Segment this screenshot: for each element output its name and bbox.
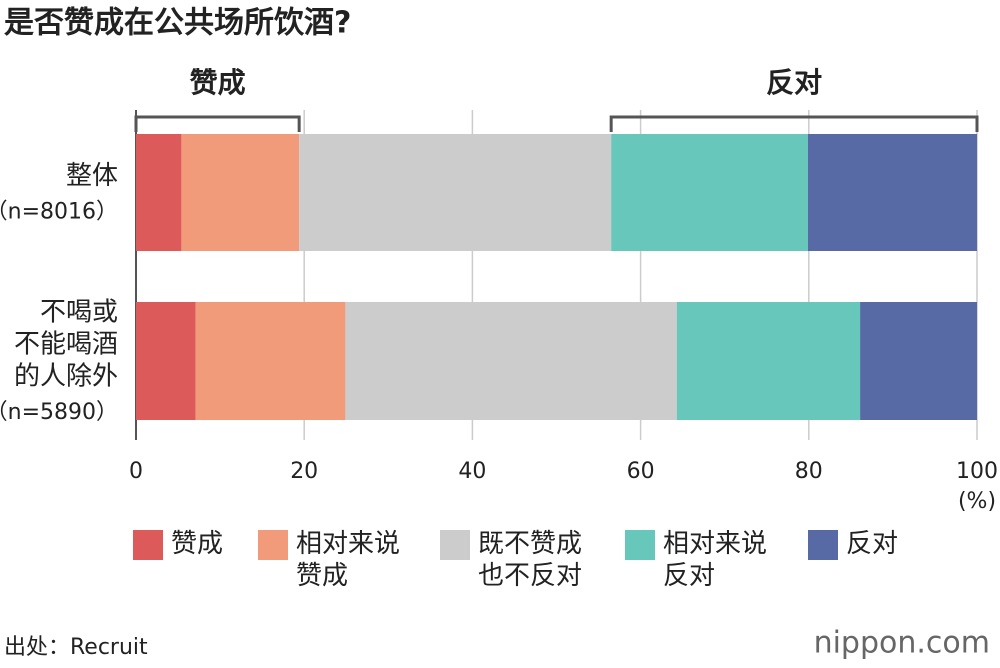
bar-segment bbox=[345, 302, 677, 420]
bar-segment bbox=[611, 134, 808, 251]
bar-segment bbox=[181, 134, 300, 251]
category-label: （n=8016） bbox=[0, 200, 118, 225]
legend-label: 相对来说反对 bbox=[663, 529, 768, 591]
legend-label: 相对来说赞成 bbox=[296, 529, 401, 591]
bar-segment bbox=[860, 302, 977, 420]
legend-label: 既不赞成也不反对 bbox=[478, 529, 583, 591]
x-tick-label: 60 bbox=[627, 459, 655, 484]
x-tick-label: 0 bbox=[129, 459, 143, 484]
legend-label: 反对 bbox=[846, 529, 899, 559]
legend-label: 赞成 bbox=[171, 529, 224, 559]
legend-swatch bbox=[133, 530, 163, 560]
category-label: 整体 bbox=[66, 161, 118, 191]
bar-segment bbox=[299, 134, 612, 251]
legend-swatch bbox=[808, 530, 838, 560]
chart-title: 是否赞成在公共场所饮酒? bbox=[4, 6, 351, 41]
category-label: （n=5890） bbox=[0, 400, 118, 425]
bracket bbox=[609, 115, 979, 132]
logo: nippon.com bbox=[814, 626, 990, 661]
legend-swatch bbox=[440, 530, 470, 560]
source: 出处：Recruit bbox=[4, 635, 148, 660]
category-label: 不喝或 bbox=[40, 298, 118, 328]
bar-segment bbox=[136, 134, 182, 251]
x-tick-label: 80 bbox=[795, 459, 823, 484]
x-tick-label: 40 bbox=[458, 459, 486, 484]
x-tick-label: 20 bbox=[290, 459, 318, 484]
bar-segment bbox=[676, 302, 861, 420]
legend-swatch bbox=[625, 530, 655, 560]
annotation: 反对 bbox=[766, 66, 822, 99]
x-axis-label: (%) bbox=[958, 489, 996, 514]
bar-segment bbox=[807, 134, 977, 251]
legend-swatch bbox=[258, 530, 288, 560]
category-label: 的人除外 bbox=[14, 362, 118, 392]
x-tick-label: 100 bbox=[956, 459, 998, 484]
bracket bbox=[134, 115, 301, 132]
category-label: 不能喝酒 bbox=[14, 330, 118, 360]
annotation: 赞成 bbox=[189, 66, 246, 99]
bar-segment bbox=[195, 302, 346, 420]
bar-segment bbox=[136, 302, 196, 420]
